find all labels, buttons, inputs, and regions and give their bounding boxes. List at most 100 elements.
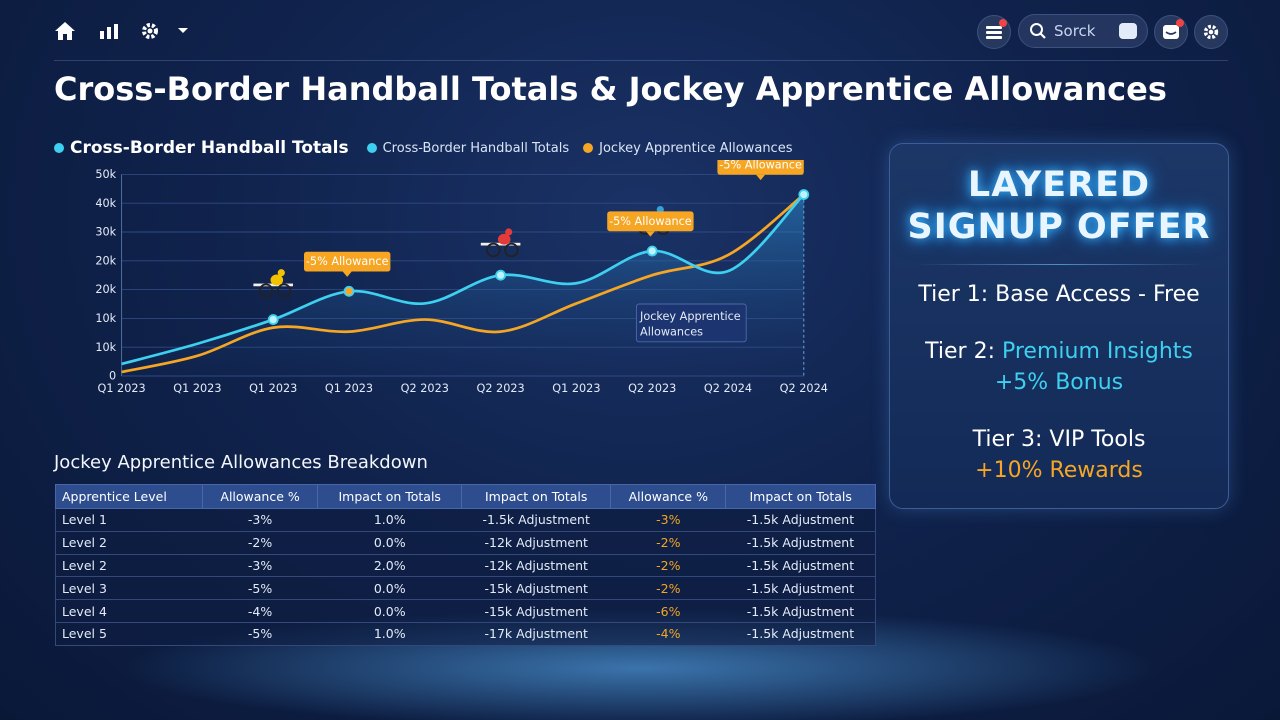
clipboard-icon[interactable]	[1119, 23, 1137, 39]
column-header[interactable]: Allowance %	[610, 484, 727, 509]
menu-button[interactable]	[977, 15, 1011, 49]
x-tick-label: Q2 2023	[401, 382, 449, 395]
data-point	[646, 245, 658, 257]
tier-3-bonus: +10% Rewards	[975, 458, 1143, 483]
legend-dot-series2	[583, 143, 594, 153]
x-tick-label: Q2 2024	[780, 382, 828, 395]
search-icon	[1030, 23, 1046, 39]
signup-offer-card[interactable]: LAYERED SIGNUP OFFER Tier 1: Base Access…	[889, 143, 1229, 509]
table-cell: Level 2	[55, 554, 203, 578]
table-row[interactable]: Level 2 -3% 2.0% -12k Adjustment -2% -1.5k Ad…	[55, 554, 876, 578]
home-icon[interactable]	[52, 18, 78, 44]
table-cell: 0.0%	[317, 599, 462, 623]
table-cell: Level 1	[55, 508, 203, 532]
legend-dot-cyan	[54, 143, 64, 153]
tier-2[interactable]: Tier 2: Premium Insights	[890, 336, 1228, 367]
data-point	[495, 269, 507, 281]
x-tick-label: Q1 2023	[325, 382, 373, 395]
tier-3[interactable]: Tier 3: VIP Tools	[972, 427, 1146, 452]
bar-chart-icon[interactable]	[96, 18, 122, 44]
header-divider	[54, 60, 1228, 61]
allowance-badge-label: -5% Allowance	[719, 160, 802, 171]
offer-title-line1: LAYERED	[967, 165, 1151, 205]
settings-button[interactable]	[1194, 15, 1228, 49]
column-header[interactable]: Allowance %	[201, 484, 319, 509]
y-tick-label: 30k	[95, 226, 116, 239]
table-cell: -5%	[202, 622, 318, 646]
x-tick-label: Q1 2023	[552, 382, 600, 395]
x-tick-label: Q2 2024	[704, 382, 752, 395]
table-cell: 0.0%	[317, 531, 462, 555]
series-line-totals	[121, 193, 805, 366]
x-tick-label: Q2 2023	[476, 382, 524, 395]
y-tick-label: 10k	[95, 312, 116, 325]
offer-title-line2: SIGNUP OFFER	[907, 207, 1211, 247]
search-input[interactable]: Sorck	[1018, 14, 1148, 48]
y-tick-label: 20k	[95, 283, 116, 296]
table-row[interactable]: Level 1 -3% 1.0% -1.5k Adjustment -3% -1.5k A…	[55, 508, 876, 532]
tier-2-highlight: Premium Insights	[1001, 339, 1193, 364]
allowance-badge-label: -5% Allowance	[609, 215, 692, 228]
table-cell: -3%	[202, 508, 318, 532]
legend-series2[interactable]: Jockey Apprentice Allowances	[599, 140, 793, 156]
table-cell: -17k Adjustment	[461, 622, 611, 646]
legend-series1[interactable]: Cross-Border Handball Totals	[382, 140, 570, 156]
table-cell: -1.5k Adjustment	[725, 622, 876, 646]
table-cell: -1.5k Adjustment	[461, 508, 611, 532]
table-cell: 1.0%	[317, 622, 462, 646]
table-row[interactable]: Level 2 -2% 0.0% -12k Adjustment -2% -1.5k Ad…	[55, 531, 876, 555]
allowance-badge: -5% Allowance	[717, 160, 804, 181]
search-placeholder: Sorck	[1054, 22, 1096, 40]
table-cell: -12k Adjustment	[461, 531, 611, 555]
allowance-badge: -5% Allowance	[304, 251, 391, 277]
table-row[interactable]: Level 5 -5% 1.0% -17k Adjustment -4% -1.5k Ad…	[55, 622, 876, 646]
gear-icon[interactable]	[137, 18, 163, 44]
table-cell: Level 4	[55, 599, 203, 623]
jockey-icon	[253, 269, 293, 298]
tier-2-bonus: +5% Bonus	[994, 370, 1124, 395]
offer-title: LAYERED SIGNUP OFFER	[890, 164, 1228, 248]
tier-1[interactable]: Tier 1: Base Access - Free	[918, 282, 1200, 307]
column-header[interactable]: Impact on Totals	[461, 484, 612, 509]
offer-divider	[914, 264, 1204, 265]
table-cell: -1.5k Adjustment	[725, 554, 876, 578]
table-header-row: Apprentice Level Allowance % Impact on Tot…	[55, 484, 876, 509]
y-tick-label: 50k	[95, 168, 116, 181]
column-header[interactable]: Apprentice Level	[55, 484, 203, 509]
table-cell: -2%	[202, 531, 318, 555]
y-tick-label: 40k	[95, 197, 116, 210]
column-header[interactable]: Impact on Totals	[725, 484, 876, 509]
page-title: Cross-Border Handball Totals & Jockey Ap…	[54, 70, 1167, 108]
table-cell: -1.5k Adjustment	[725, 576, 876, 601]
table-cell: -15k Adjustment	[461, 576, 611, 601]
legend-dot-series1	[366, 143, 377, 153]
y-tick-label: 20k	[95, 254, 116, 267]
notification-dot	[999, 19, 1007, 27]
chart-legend: Cross-Border Handball Totals Cross-Borde…	[54, 138, 806, 158]
top-nav: Sorck	[0, 0, 1280, 62]
allowance-badge-label: -5% Allowance	[306, 255, 389, 268]
table-cell: -6%	[610, 599, 726, 623]
chevron-down-icon[interactable]	[170, 18, 196, 44]
column-header[interactable]: Impact on Totals	[317, 484, 463, 509]
table-cell: -4%	[202, 599, 318, 623]
allowance-badge: -5% Allowance	[607, 211, 694, 237]
table-cell: -1.5k Adjustment	[725, 599, 876, 623]
line-chart: 0 10k 10k 20k 20k 30k 40k 50k Q1 2023 Q1 2023 Q1 …	[95, 160, 828, 395]
series-area	[121, 194, 804, 376]
table-cell: -2%	[610, 554, 726, 578]
data-point	[798, 189, 810, 200]
x-tick-label: Q1 2023	[173, 382, 221, 395]
gear-icon	[1203, 24, 1219, 40]
table-cell: Level 5	[55, 622, 203, 646]
y-tick-label: 0	[109, 370, 116, 383]
inbox-button[interactable]	[1154, 15, 1188, 49]
table-row[interactable]: Level 4 -4% 0.0% -15k Adjustment -6% -1.5k Ad…	[55, 599, 876, 623]
table-row[interactable]: Level 3 -5% 0.0% -15k Adjustment -2% -1.5k Ad…	[55, 576, 876, 601]
data-point	[345, 287, 353, 295]
chart-callout: Jockey Apprentice Allowances	[635, 303, 747, 343]
jockey-icon	[480, 228, 521, 258]
table-cell: -15k Adjustment	[461, 599, 611, 623]
table-cell: -3%	[610, 508, 726, 532]
